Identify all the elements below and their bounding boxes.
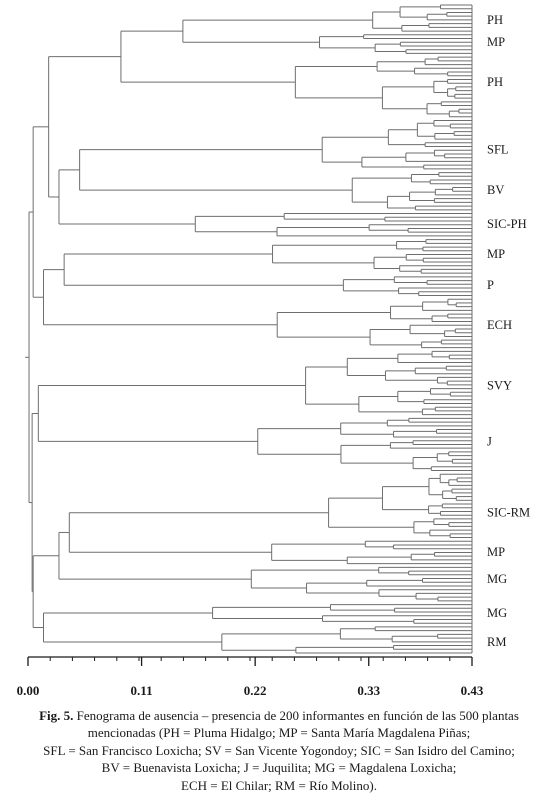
cluster-label: ECH [487, 318, 512, 332]
cluster-label: J [487, 434, 492, 448]
cluster-label: RM [487, 635, 506, 649]
caption-line-5: ECH = El Chilar; RM = Río Molino). [181, 777, 377, 793]
caption-line-4: BV = Buenavista Loxicha; J = Juquilita; … [101, 760, 457, 776]
x-tick-label: 0.00 [17, 683, 40, 698]
cluster-label: PH [487, 75, 503, 89]
x-tick-label: 0.33 [357, 683, 380, 698]
cluster-label: PH [487, 13, 503, 27]
dendrogram-tree [25, 4, 473, 654]
x-axis: 0.00 0.11 0.22 0.33 0.43 [17, 656, 484, 698]
cluster-label: MP [487, 35, 505, 49]
cluster-label: SFL [487, 143, 509, 157]
dendrogram-figure: PH MP PH SFL BV SIC-PH MP P ECH SVY J SIC-RM MP MG MG R… [17, 4, 530, 698]
cluster-label: SVY [487, 379, 512, 393]
cluster-label: SIC-RM [487, 506, 530, 520]
cluster-label: P [487, 278, 494, 292]
cluster-label: MP [487, 247, 505, 261]
cluster-label: MP [487, 545, 505, 559]
caption-line-2: mencionadas (PH = Pluma Hidalgo; MP = Sa… [87, 725, 471, 741]
caption-line-3: SFL = San Francisco Loxicha; SV = San Vi… [43, 742, 515, 758]
caption-line-1: Fenograma de ausencia – presencia de 200… [73, 708, 519, 723]
cluster-label: BV [487, 183, 504, 197]
x-tick-label: 0.22 [244, 683, 267, 698]
x-tick-label: 0.11 [131, 683, 153, 698]
figure-label: Fig. 5. [39, 708, 74, 723]
cluster-label: SIC-PH [487, 217, 527, 231]
cluster-label: MG [487, 572, 507, 586]
cluster-label: MG [487, 606, 507, 620]
figure-caption: Fig. 5. Fenograma de ausencia – presenci… [6, 707, 552, 794]
x-tick-label: 0.43 [461, 683, 484, 698]
cluster-labels: PH MP PH SFL BV SIC-PH MP P ECH SVY J SIC-RM MP MG MG R… [487, 13, 530, 649]
